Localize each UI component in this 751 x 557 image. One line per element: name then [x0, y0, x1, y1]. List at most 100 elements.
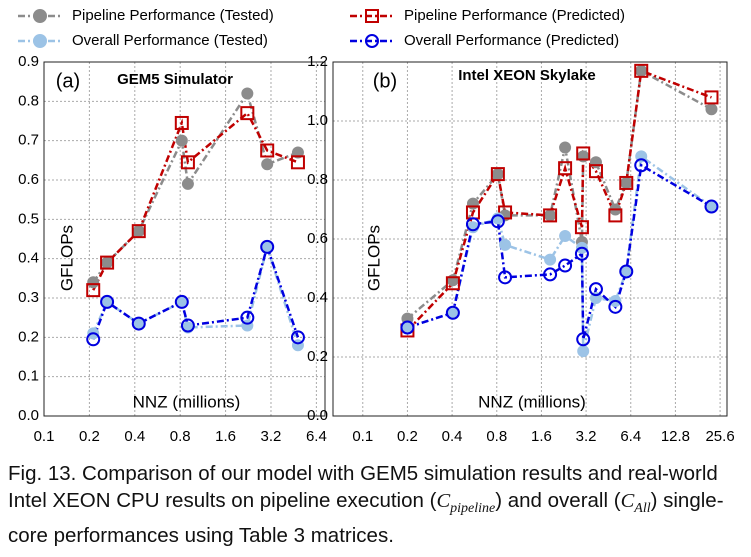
caption-text: All — [634, 501, 651, 517]
legend-marker — [365, 34, 379, 48]
data-point — [100, 294, 115, 309]
plot-frame — [332, 61, 728, 417]
data-point — [101, 295, 114, 308]
data-point — [574, 246, 589, 261]
y-tick-label: 1.0 — [307, 112, 328, 129]
data-point — [181, 177, 194, 190]
data-point — [558, 258, 573, 273]
legend-marker — [33, 34, 47, 48]
panel-label: (b) — [373, 70, 397, 92]
x-tick-label: 6.4 — [306, 428, 327, 445]
legend-marker — [33, 9, 47, 23]
y-axis-label: GFLOPs — [364, 225, 383, 291]
data-point — [704, 90, 719, 105]
data-point — [543, 208, 558, 223]
data-point — [574, 220, 589, 235]
data-point — [261, 158, 274, 171]
x-tick-label: 0.1 — [352, 428, 373, 445]
data-point — [101, 256, 114, 269]
x-tick-label: 0.2 — [397, 428, 418, 445]
data-point — [558, 161, 573, 176]
data-point — [100, 255, 115, 270]
data-point — [86, 332, 101, 347]
x-tick-label: 25.6 — [705, 428, 734, 445]
y-tick-label: 0.6 — [307, 230, 328, 247]
data-point — [174, 294, 189, 309]
y-tick-label: 0.9 — [18, 53, 39, 70]
y-tick-label: 0.4 — [18, 250, 39, 267]
data-point — [175, 295, 188, 308]
data-point — [634, 158, 649, 173]
y-tick-label: 0.0 — [18, 407, 39, 424]
data-point — [446, 306, 459, 319]
data-point — [544, 253, 557, 266]
series-line — [406, 69, 712, 332]
data-point — [175, 134, 188, 147]
data-point — [400, 320, 415, 335]
data-point — [491, 168, 504, 181]
caption-text: pipeline — [450, 501, 496, 517]
x-axis-label: NNZ (millions) — [133, 392, 241, 411]
y-tick-label: 0.8 — [307, 171, 328, 188]
data-point — [576, 146, 591, 161]
y-tick-label: 0.5 — [18, 210, 39, 227]
data-point — [620, 176, 633, 189]
data-point — [260, 239, 275, 254]
y-tick-label: 0.2 — [307, 348, 328, 365]
data-point — [499, 238, 512, 251]
series-line — [92, 111, 299, 291]
legend-label: Overall Performance (Predicted) — [404, 32, 619, 49]
data-point — [132, 317, 145, 330]
caption-text: C — [620, 490, 635, 512]
data-point — [131, 316, 146, 331]
data-point — [465, 217, 480, 232]
caption-text: C — [436, 490, 451, 512]
data-point — [241, 87, 254, 100]
data-point — [490, 214, 505, 229]
data-point — [705, 103, 718, 116]
data-point — [401, 321, 414, 334]
data-point — [576, 332, 591, 347]
data-point — [635, 64, 648, 77]
y-tick-label: 0.8 — [18, 92, 39, 109]
plot-frame — [43, 61, 326, 417]
x-tick-label: 0.8 — [170, 428, 191, 445]
x-tick-label: 12.8 — [661, 428, 690, 445]
panel-title: GEM5 Simulator — [117, 71, 233, 88]
data-point — [180, 318, 195, 333]
data-point — [588, 164, 603, 179]
data-point — [261, 240, 274, 253]
data-point — [260, 143, 275, 158]
panel-label: (a) — [56, 70, 80, 92]
x-tick-label: 0.1 — [34, 428, 55, 445]
legend-label: Overall Performance (Tested) — [72, 32, 268, 49]
y-tick-label: 0.7 — [18, 132, 39, 149]
data-point — [543, 267, 558, 282]
x-tick-label: 1.6 — [531, 428, 552, 445]
y-tick-label: 0.3 — [18, 289, 39, 306]
data-point — [240, 310, 255, 325]
data-point — [180, 155, 195, 170]
legend-marker — [365, 9, 379, 23]
data-point — [634, 63, 649, 78]
data-point — [290, 155, 305, 170]
data-point — [577, 345, 590, 358]
data-point — [87, 276, 100, 289]
legend-label: Pipeline Performance (Predicted) — [404, 7, 625, 24]
data-point — [445, 305, 460, 320]
data-point — [619, 264, 634, 279]
x-axis-label: NNZ (millions) — [478, 392, 586, 411]
data-point — [291, 146, 304, 159]
series-line — [92, 90, 299, 283]
data-point — [132, 225, 145, 238]
legend-label: Pipeline Performance (Tested) — [72, 7, 274, 24]
x-tick-label: 0.4 — [442, 428, 463, 445]
data-point — [131, 224, 146, 239]
x-tick-label: 6.4 — [620, 428, 641, 445]
caption-text: ) single-core performances using Table 3… — [8, 489, 724, 548]
series-line — [92, 242, 300, 346]
x-tick-label: 0.4 — [124, 428, 145, 445]
data-point — [559, 141, 572, 154]
caption-text: ) and overall ( — [495, 489, 621, 512]
